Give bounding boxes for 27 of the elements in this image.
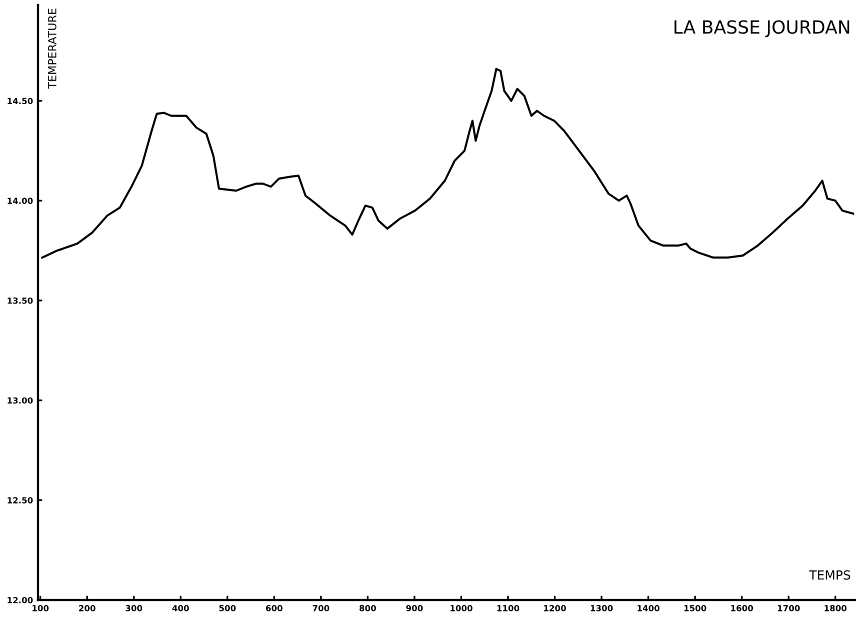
x-tick-label: 300 <box>126 605 142 612</box>
y-tick-label: 13.00 <box>8 397 33 404</box>
y-tick-label: 12.00 <box>8 596 33 604</box>
x-tick-label: 1700 <box>778 605 800 612</box>
x-tick-label: 200 <box>79 605 96 612</box>
y-tick-label: 14.00 <box>8 198 33 204</box>
x-tick-label: 1100 <box>497 605 520 612</box>
x-tick-label: 100 <box>32 605 49 612</box>
text: LA BASSE JOURDAN <box>674 20 850 38</box>
x-tick-label: 500 <box>219 605 236 612</box>
x-tick-label: 400 <box>172 605 189 612</box>
x-tick-label: 1400 <box>638 605 660 612</box>
x-axis-title: TEMPS <box>809 570 850 580</box>
x-tick-label: 1500 <box>684 605 706 612</box>
y-tick-label: 14.50 <box>8 98 33 104</box>
x-tick-label: 800 <box>360 605 376 612</box>
x-tick-label: 600 <box>266 605 282 612</box>
x-tick-label: 1200 <box>544 605 566 612</box>
x-tick-label: 1300 <box>590 605 613 612</box>
x-tick-label: 1800 <box>824 605 847 612</box>
x-tick-label: 1600 <box>731 605 754 612</box>
x-tick-label: 1000 <box>450 605 472 612</box>
x-tick-label: 900 <box>406 605 423 612</box>
x-tick-label: 700 <box>312 605 330 612</box>
y-tick-label: 12.50 <box>8 497 33 504</box>
y-axis-title: TEMPERATURE <box>48 8 56 89</box>
y-tick-label: 13.50 <box>8 297 33 304</box>
